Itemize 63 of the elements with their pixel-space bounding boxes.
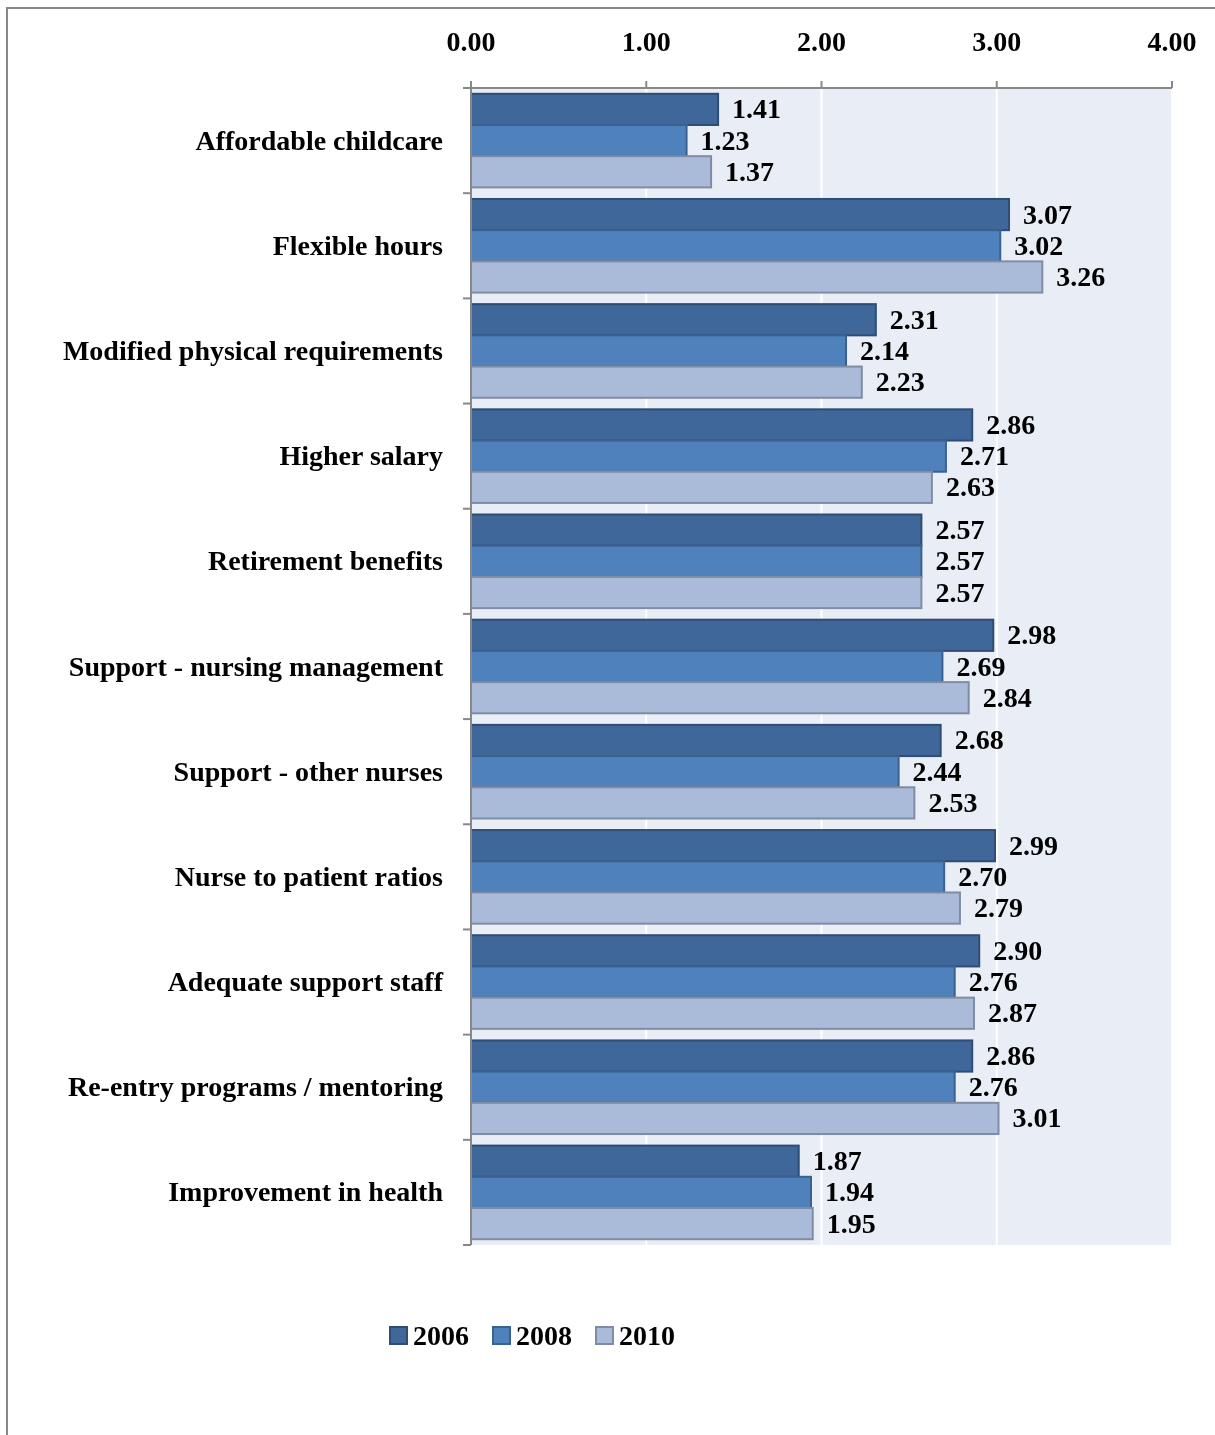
y-tick-label: Re-entry programs / mentoring	[67, 1071, 443, 1103]
x-tick-label: 0.00	[446, 26, 496, 57]
legend-label: 2006	[413, 1320, 469, 1351]
data-label: 1.37	[725, 155, 775, 187]
data-label: 1.95	[826, 1207, 876, 1239]
data-label: 2.57	[935, 545, 985, 577]
data-label: 3.07	[1023, 198, 1073, 230]
data-label: 2.44	[912, 755, 962, 787]
y-tick-label: Modified physical requirements	[62, 334, 444, 366]
bar	[470, 365, 863, 399]
data-label: 2.53	[928, 786, 978, 818]
bar	[470, 1207, 814, 1241]
y-tick-label: Support - nursing management	[68, 650, 444, 682]
data-label: 1.87	[812, 1145, 862, 1177]
data-label: 2.31	[889, 303, 939, 335]
bar	[470, 260, 1044, 294]
data-label: 2.99	[1009, 829, 1058, 861]
y-tick-label: Higher salary	[279, 440, 443, 472]
data-label: 2.71	[959, 440, 1009, 472]
y-tick-label: Nurse to patient ratios	[174, 860, 444, 892]
bar	[470, 155, 713, 189]
bar	[470, 575, 923, 610]
legend-label: 2008	[516, 1320, 572, 1351]
data-label: 2.98	[1007, 619, 1057, 651]
data-label: 2.14	[860, 334, 910, 366]
y-tick-label: Affordable childcare	[195, 124, 443, 156]
data-label: 2.90	[993, 934, 1043, 966]
data-label: 2.69	[956, 650, 1006, 682]
data-label: 2.87	[987, 997, 1037, 1029]
data-label: 2.86	[986, 408, 1036, 440]
x-tick-label: 3.00	[972, 26, 1022, 57]
bar	[470, 470, 933, 504]
data-label: 2.70	[958, 860, 1008, 892]
data-label: 2.57	[935, 576, 985, 608]
data-label: 1.23	[700, 124, 750, 156]
x-tick-label: 2.00	[797, 26, 846, 57]
x-tick-label: 4.00	[1147, 26, 1197, 57]
y-tick-label: Adequate support staff	[167, 966, 444, 998]
bar	[470, 891, 961, 925]
data-label: 2.63	[945, 471, 995, 503]
data-label: 3.01	[1012, 1102, 1062, 1134]
data-label: 2.86	[986, 1040, 1036, 1072]
y-tick-label: Improvement in health	[168, 1176, 444, 1208]
x-tick-label: 1.00	[621, 26, 671, 57]
data-label: 2.23	[875, 366, 925, 398]
data-label: 2.76	[968, 1071, 1018, 1103]
data-label: 3.02	[1014, 229, 1064, 261]
bar	[470, 996, 975, 1030]
data-label: 2.84	[982, 681, 1032, 713]
y-tick-label: Support - other nurses	[173, 755, 444, 787]
data-label: 1.94	[824, 1176, 874, 1208]
data-label: 2.76	[968, 966, 1018, 998]
data-label: 2.57	[935, 514, 985, 546]
bar	[470, 786, 916, 820]
data-label: 1.41	[732, 93, 782, 125]
data-label: 2.79	[973, 892, 1023, 924]
bar	[470, 681, 970, 715]
y-tick-label: Retirement benefits	[207, 545, 444, 577]
data-label: 2.68	[954, 724, 1004, 756]
bar	[470, 1101, 1000, 1136]
data-label: 3.26	[1056, 260, 1106, 292]
legend-label: 2010	[619, 1320, 675, 1351]
y-tick-label: Flexible hours	[272, 229, 444, 261]
